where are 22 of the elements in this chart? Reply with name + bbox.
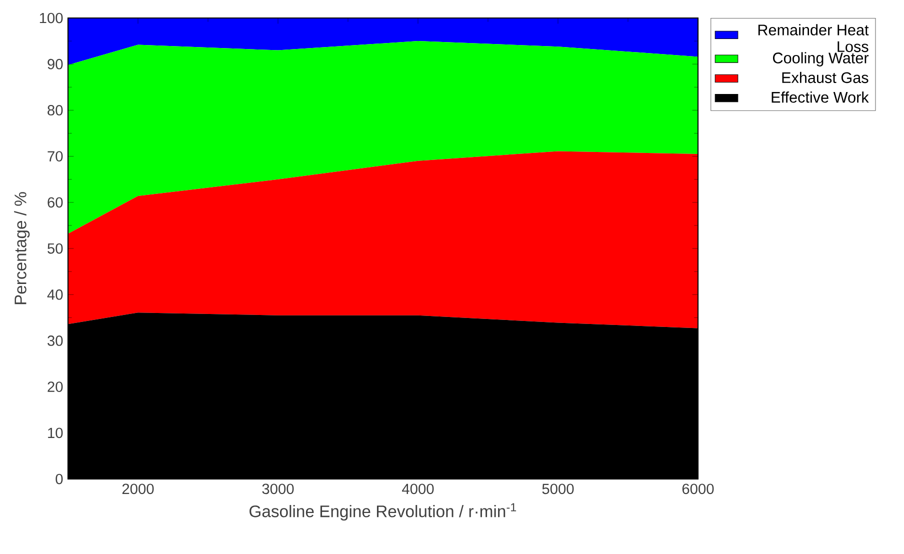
y-tick-label: 0 (56, 474, 63, 484)
x-tick-label: 6000 (682, 484, 714, 494)
x-tick-label: 5000 (542, 484, 574, 494)
legend-label: Cooling Water (773, 52, 869, 66)
text: Exhaust Gas (782, 72, 868, 84)
y-tick-label: 30 (48, 336, 63, 346)
x-tick-label: 2000 (122, 484, 154, 494)
y-tick-label: 50 (48, 243, 63, 254)
y-axis-title: Percentage / % (14, 192, 30, 304)
y-tick-label: 70 (48, 151, 63, 162)
y-tick-label: 100 (40, 12, 63, 24)
y-tick-label: 80 (48, 105, 63, 116)
y-tick-label: 20 (48, 382, 63, 392)
y-tick-label: 90 (48, 58, 63, 70)
legend-label: Remainder Heat Loss (758, 24, 869, 52)
legend-label: Effective Work (772, 91, 869, 103)
y-tick-label: 10 (48, 428, 63, 438)
x-tick-label: 4000 (402, 484, 434, 494)
y-tick-label: 40 (47, 289, 63, 300)
y-tick-label: 60 (48, 197, 63, 208)
x-tick-label: 3000 (262, 484, 294, 494)
x-axis-title: Gasoline Engine Revolution / r·min$^{-1}$ (250, 503, 516, 521)
